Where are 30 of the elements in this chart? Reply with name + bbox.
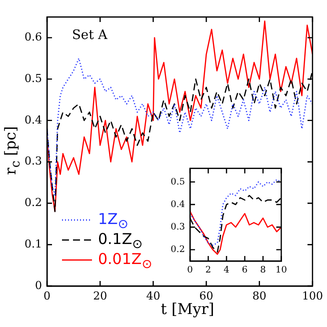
legend-label: 1Z$_{⊙}$ — [98, 210, 128, 230]
y-tick-label: 0.3 — [170, 222, 186, 232]
y-tick-label: 0.4 — [170, 200, 186, 210]
y-tick-label: 0.5 — [170, 177, 186, 188]
x-tick-label: 80 — [252, 289, 266, 302]
x-tick-label: 60 — [199, 289, 214, 302]
annotation: Set A — [72, 28, 108, 43]
y-tick-label: 0.2 — [24, 196, 42, 210]
x-tick-label: 2 — [205, 266, 212, 276]
x-tick-label: 4 — [224, 266, 230, 276]
y-tick-label: 0.1 — [24, 237, 42, 250]
legend-label: 0.1Z$_{⊙}$ — [98, 230, 143, 250]
x-tick-label: 10 — [276, 266, 288, 276]
line-series — [47, 58, 312, 196]
legend-label: 0.01Z$_{⊙}$ — [98, 250, 152, 270]
y-tick-label: 0 — [35, 278, 42, 292]
x-tick-label: 0 — [44, 289, 50, 302]
y-tick-label: 0.3 — [24, 154, 42, 168]
x-tick-label: 20 — [93, 289, 108, 302]
x-axis-title: t [Myr] — [160, 300, 214, 318]
line-series — [190, 179, 282, 246]
y-tick-label: 0.5 — [24, 72, 42, 85]
x-tick-label: 0 — [187, 266, 194, 276]
x-tick-label: 40 — [146, 289, 160, 302]
y-tick-label: 0.6 — [24, 30, 42, 44]
y-tick-label: 0.4 — [24, 113, 42, 126]
y-tick-label: 0.2 — [170, 245, 185, 256]
x-tick-label: 8 — [260, 266, 266, 276]
x-tick-label: 6 — [242, 266, 248, 276]
x-tick-label: 100 — [302, 289, 323, 302]
